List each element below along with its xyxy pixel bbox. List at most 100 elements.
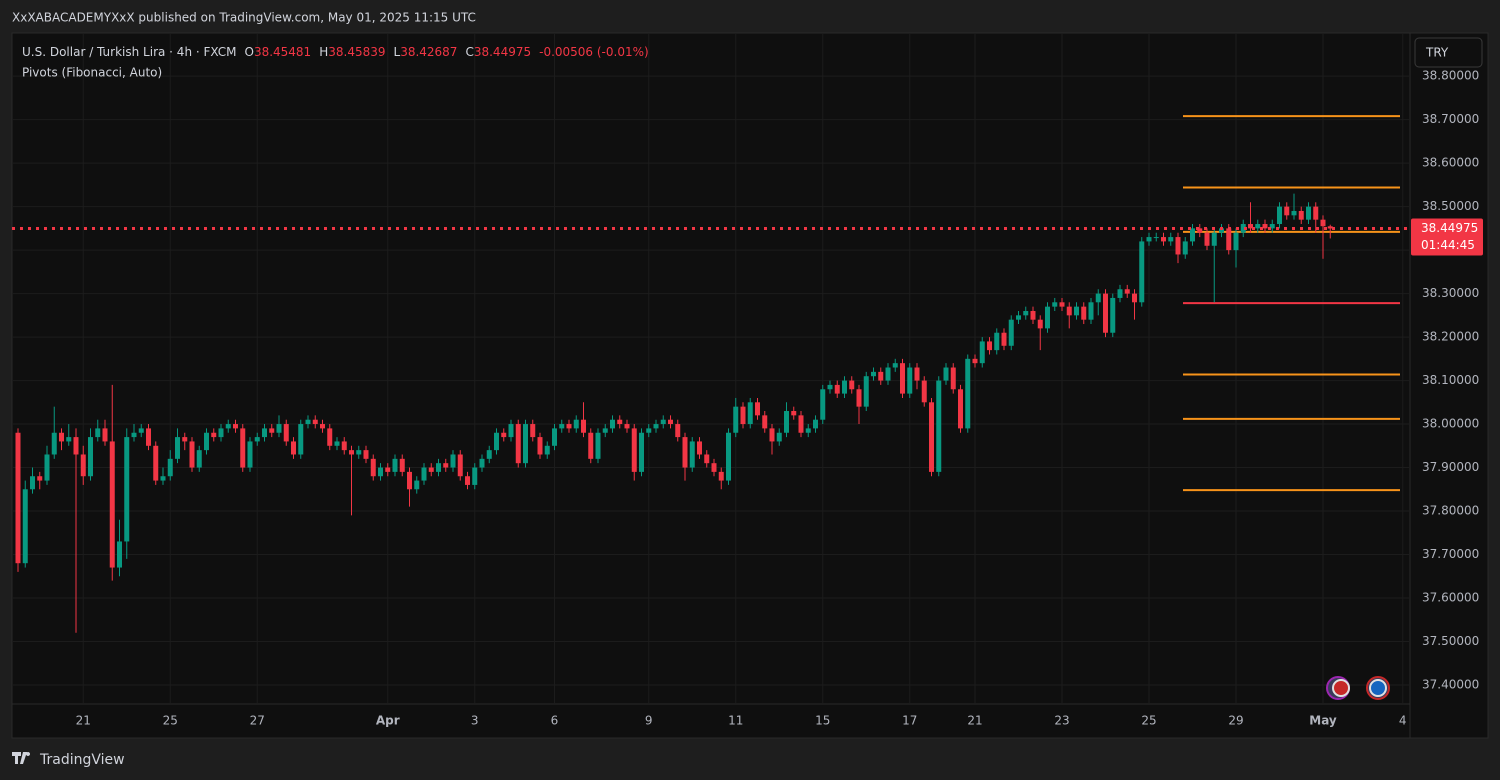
grid: 37.40000 37.50000 37.60000 37.70000 37.80000… bbox=[12, 33, 1479, 728]
candle-body bbox=[30, 476, 35, 490]
candle-body bbox=[15, 432, 21, 564]
candle-body bbox=[1059, 302, 1065, 307]
candle-body bbox=[544, 445, 550, 455]
candle-body bbox=[465, 476, 470, 485]
candle-body bbox=[885, 367, 891, 381]
y-tick-label: 37.70000 bbox=[1422, 547, 1479, 561]
candle-body bbox=[182, 437, 188, 442]
candle-body bbox=[943, 367, 949, 381]
candle-body bbox=[936, 380, 942, 472]
candle-body bbox=[1182, 241, 1188, 255]
y-tick-label: 38.00000 bbox=[1422, 417, 1479, 431]
candle-body bbox=[80, 454, 86, 477]
candle-body bbox=[776, 432, 782, 442]
candle-body bbox=[762, 415, 768, 429]
x-tick-label: 29 bbox=[1228, 714, 1243, 728]
publish-note: XxXABACADEMYXxX published on TradingView… bbox=[12, 11, 476, 25]
candle-body bbox=[146, 428, 151, 446]
candle-body bbox=[22, 489, 28, 564]
candle-body bbox=[1262, 224, 1268, 229]
candle-body bbox=[1008, 319, 1014, 346]
x-tick-label: 3 bbox=[471, 714, 479, 728]
candle-body bbox=[508, 424, 514, 438]
currency-label[interactable]: TRY bbox=[1425, 46, 1449, 60]
candle-body bbox=[283, 424, 289, 442]
candle-body bbox=[581, 419, 586, 433]
candle-body bbox=[639, 432, 644, 472]
candle-body bbox=[327, 428, 333, 446]
x-tick-label: 25 bbox=[163, 714, 178, 728]
candle-body bbox=[102, 428, 108, 442]
candle-body bbox=[602, 428, 608, 433]
candle-body bbox=[1132, 293, 1137, 303]
candle-body bbox=[805, 428, 811, 433]
candle-body bbox=[987, 341, 992, 351]
overlay bbox=[1326, 676, 1390, 700]
candle-body bbox=[233, 424, 238, 429]
candle-body bbox=[1313, 206, 1319, 220]
candle-body bbox=[798, 415, 804, 433]
candle-body bbox=[88, 437, 93, 477]
legend-key: C bbox=[465, 45, 473, 59]
legend-value: 38.45481 bbox=[254, 45, 311, 59]
candle-body bbox=[718, 471, 724, 481]
legend-key: L bbox=[394, 45, 401, 59]
candle-body bbox=[160, 476, 166, 481]
candle-body bbox=[769, 428, 775, 442]
candle-body bbox=[530, 424, 536, 438]
candle-body bbox=[813, 419, 818, 429]
candle-body bbox=[950, 367, 956, 390]
candle-body bbox=[1037, 319, 1043, 329]
chart-panel bbox=[11, 32, 1489, 739]
candle-body bbox=[443, 463, 449, 468]
candle-body bbox=[631, 428, 637, 472]
price-label: 38.44975 bbox=[1421, 221, 1478, 235]
legend-value: 38.44975 bbox=[474, 45, 531, 59]
candle-body bbox=[704, 454, 710, 464]
y-tick-label: 37.90000 bbox=[1422, 460, 1479, 474]
candle-body bbox=[921, 380, 927, 403]
candle-body bbox=[37, 476, 43, 481]
x-tick-label: 6 bbox=[551, 714, 559, 728]
x-tick-label: 27 bbox=[250, 714, 265, 728]
x-tick-label: May bbox=[1309, 714, 1337, 728]
currency-button[interactable] bbox=[1414, 37, 1483, 68]
candle-body bbox=[1291, 210, 1297, 216]
candle-body bbox=[131, 432, 137, 438]
candle-body bbox=[1023, 310, 1029, 316]
x-tick-label: 23 bbox=[1054, 714, 1069, 728]
candle-body bbox=[1168, 237, 1174, 242]
candle-body bbox=[1016, 315, 1021, 320]
candle-body bbox=[450, 454, 456, 468]
candle-body bbox=[153, 445, 159, 481]
candle-body bbox=[689, 441, 695, 468]
candle-body bbox=[929, 402, 934, 472]
candle-body bbox=[849, 380, 855, 390]
event-flag-icon[interactable] bbox=[1369, 679, 1387, 697]
candle-body bbox=[1233, 232, 1239, 251]
candle-body bbox=[95, 428, 101, 438]
candle-body bbox=[1001, 332, 1007, 346]
candle-body bbox=[1298, 210, 1304, 220]
y-tick-label: 38.10000 bbox=[1422, 373, 1479, 387]
candle-body bbox=[298, 424, 304, 455]
candle-body bbox=[479, 458, 485, 468]
candle-body bbox=[624, 424, 630, 429]
candle-body bbox=[117, 541, 122, 568]
candle-body bbox=[573, 419, 579, 429]
candle-body bbox=[523, 424, 528, 464]
plot: 38.44975 01:44:45 bbox=[12, 115, 1483, 633]
indicator-label: Pivots (Fibonacci, Auto) bbox=[22, 66, 162, 80]
x-tick-label: 21 bbox=[967, 714, 982, 728]
candle-body bbox=[247, 441, 253, 468]
candle-body bbox=[972, 358, 978, 364]
candle-body bbox=[907, 367, 913, 394]
candle-body bbox=[820, 389, 826, 420]
candle-body bbox=[66, 437, 72, 442]
event-flag-icon[interactable] bbox=[1332, 679, 1350, 697]
candle-body bbox=[370, 458, 376, 477]
candle-body bbox=[175, 437, 180, 459]
y-tick-label: 37.40000 bbox=[1422, 677, 1479, 691]
candle-body bbox=[486, 450, 492, 459]
